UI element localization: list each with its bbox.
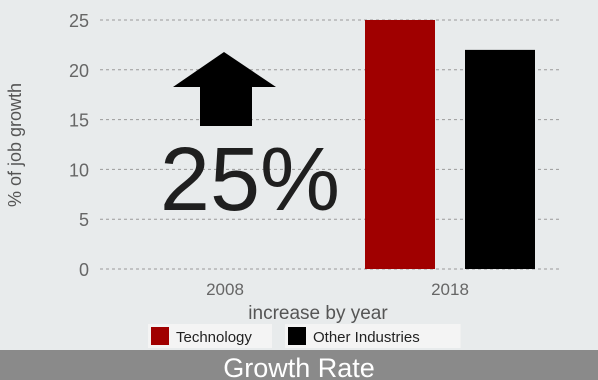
legend-swatch (288, 327, 306, 345)
legend-label: Technology (176, 329, 252, 346)
y-tick-label: 25 (69, 11, 89, 31)
legend-label: Other Industries (313, 329, 420, 346)
bar-other-industries-2018 (465, 49, 535, 269)
y-tick-label: 15 (69, 111, 89, 131)
legend-item-bg (285, 324, 461, 348)
up-arrow-icon (173, 52, 276, 126)
x-tick-label: 2018 (431, 280, 469, 299)
legend-swatch (151, 327, 169, 345)
y-axis-label: % of job growth (5, 83, 25, 207)
bar-chart: 0 5 10 15 20 25 % of job growth 2008 2018 increas… (5, 11, 560, 348)
y-tick-label: 5 (79, 210, 89, 230)
x-axis-label: increase by year (248, 303, 388, 324)
footer-title: Growth Rate (223, 353, 375, 380)
y-tick-label: 10 (69, 160, 89, 180)
y-tick-label: 0 (79, 260, 89, 280)
x-tick-label: 2008 (206, 280, 244, 299)
legend-item: Technology (148, 324, 272, 348)
y-tick-label: 20 (69, 61, 89, 81)
bar-technology-2018 (365, 20, 435, 269)
legend-item: Other Industries (285, 324, 461, 348)
callout-percentage: 25% (160, 130, 340, 230)
legend: Technology Other Industries (148, 324, 461, 348)
footer-title-bar: Growth Rate (0, 350, 598, 380)
